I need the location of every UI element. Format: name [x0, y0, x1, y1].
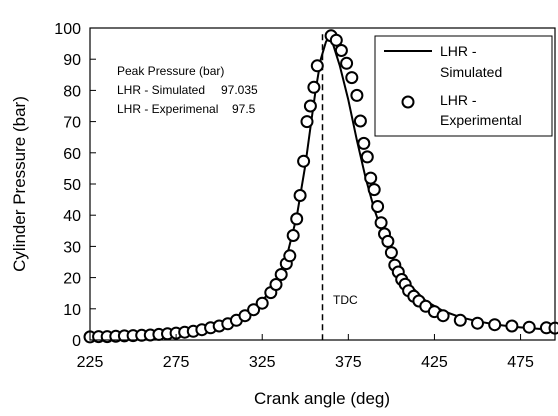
x-axis-title: Crank angle (deg) — [254, 389, 390, 408]
y-tick-label: 70 — [63, 115, 81, 132]
annotation-experimental-label: LHR - Experimenal — [117, 102, 218, 116]
legend-simulated-line2: Simulated — [440, 64, 502, 80]
y-tick-label: 80 — [63, 83, 81, 100]
x-tick-label: 425 — [421, 354, 448, 371]
legend-experimental-line2: Experimental — [440, 112, 522, 128]
y-tick-label: 30 — [63, 239, 81, 256]
series-experimental-point — [345, 71, 359, 85]
series-experimental-point — [367, 183, 381, 197]
series-experimental-point — [274, 268, 288, 281]
series-experimental-point — [381, 234, 395, 248]
annotation-experimental-value: 97.5 — [232, 102, 256, 116]
y-tick-label: 50 — [63, 177, 81, 194]
series-experimental-point — [286, 229, 300, 242]
annotation-heading: Peak Pressure (bar) — [117, 64, 224, 78]
y-tick-label: 60 — [63, 146, 81, 163]
series-experimental-point — [353, 114, 367, 128]
legend-marker-swatch — [401, 95, 415, 109]
series-experimental-point — [303, 99, 317, 113]
x-axis-ticks: 225 275 325 375 425 475 — [77, 334, 534, 371]
series-experimental-point — [384, 246, 398, 260]
series-experimental-point — [307, 80, 321, 94]
series-experimental-point — [453, 313, 467, 327]
series-experimental-point — [364, 171, 378, 185]
series-experimental-point — [293, 189, 307, 202]
y-tick-label: 0 — [72, 333, 81, 350]
peak-pressure-annotation: Peak Pressure (bar) LHR - Simulated 97.0… — [117, 64, 258, 116]
y-axis-title: Cylinder Pressure (bar) — [10, 96, 29, 272]
series-experimental-point — [548, 321, 558, 335]
series-experimental-point — [436, 309, 450, 323]
plot-marks — [83, 29, 558, 344]
series-experimental-point — [297, 154, 311, 168]
series-experimental-point — [350, 88, 364, 102]
x-tick-label: 475 — [507, 354, 534, 371]
legend: LHR - Simulated LHR - Experimental — [374, 35, 553, 137]
series-experimental-point — [283, 249, 297, 263]
series-experimental-point — [334, 44, 348, 57]
series-experimental-point — [255, 296, 269, 310]
x-tick-label: 225 — [77, 354, 104, 371]
series-experimental-point — [471, 316, 484, 330]
series-experimental-point — [269, 278, 283, 291]
legend-box — [374, 35, 553, 137]
series-experimental-point — [290, 212, 304, 226]
y-tick-label: 100 — [54, 21, 81, 38]
series-experimental-point — [329, 33, 343, 47]
series-experimental-point — [374, 216, 388, 230]
series-experimental-point — [247, 303, 261, 317]
legend-simulated-line1: LHR - — [440, 43, 477, 59]
x-tick-label: 275 — [163, 354, 190, 371]
x-tick-label: 325 — [249, 354, 276, 371]
y-tick-label: 10 — [63, 302, 81, 319]
series-experimental-point — [340, 56, 354, 70]
y-tick-label: 40 — [63, 208, 81, 225]
series-experimental-point — [488, 318, 502, 332]
annotation-simulated-value: 97.035 — [221, 83, 258, 97]
series-experimental-point — [360, 150, 374, 164]
x-tick-label: 375 — [335, 354, 362, 371]
y-axis-ticks: 0 10 20 30 40 50 60 70 80 90 100 — [54, 21, 96, 350]
series-experimental-point — [310, 59, 324, 73]
series-experimental-point — [238, 309, 252, 323]
series-experimental-point — [371, 200, 385, 213]
legend-experimental-line1: LHR - — [440, 92, 477, 108]
y-tick-label: 90 — [63, 52, 81, 69]
series-experimental-point — [300, 115, 314, 129]
series-experimental-point — [505, 319, 519, 333]
tdc-label: TDC — [333, 293, 358, 307]
series-experimental-point — [357, 136, 371, 150]
y-tick-label: 20 — [63, 271, 81, 288]
annotation-simulated-label: LHR - Simulated — [117, 83, 205, 97]
series-experimental-point — [522, 320, 536, 334]
